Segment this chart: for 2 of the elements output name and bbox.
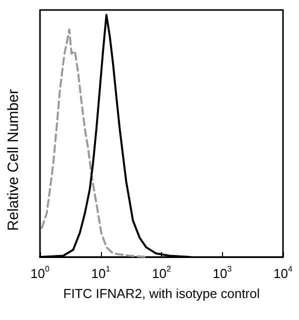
y-axis-title: Relative Cell Number [5,89,22,231]
x-axis-title: FITC IFNAR2, with isotype control [63,286,260,301]
